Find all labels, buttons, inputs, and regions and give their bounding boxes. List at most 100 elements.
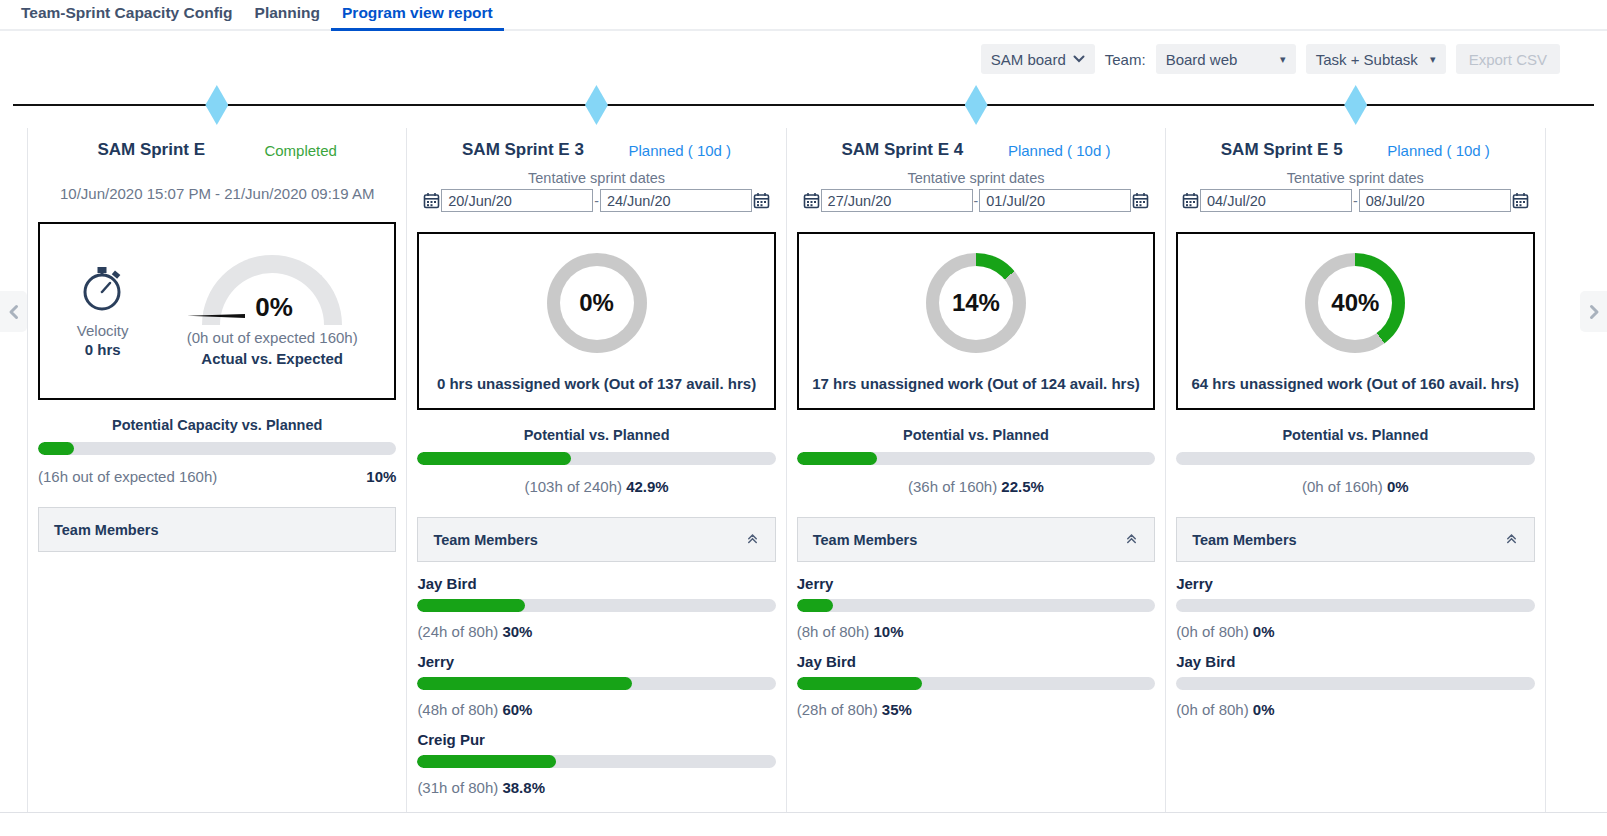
calendar-icon[interactable] bbox=[423, 192, 440, 209]
scope-dropdown[interactable]: Task + Subtask ▾ bbox=[1306, 44, 1446, 74]
team-members-title: Team Members bbox=[813, 532, 918, 548]
tab-team-sprint-capacity-config[interactable]: Team-Sprint Capacity Config bbox=[10, 0, 244, 29]
unassigned-work-card: 40%64 hrs unassigned work (Out of 160 av… bbox=[1176, 232, 1534, 410]
sprint-date-range: 10/Jun/2020 15:07 PM - 21/Jun/2020 09:19… bbox=[38, 185, 396, 202]
sprint-dates-row: - bbox=[797, 189, 1155, 212]
member-detail-text: (48h of 80h) bbox=[417, 701, 498, 718]
donut-percent: 0% bbox=[579, 289, 614, 317]
tab-planning[interactable]: Planning bbox=[244, 0, 331, 29]
calendar-icon[interactable] bbox=[1512, 192, 1529, 209]
capacity-title: Potential vs. Planned bbox=[797, 427, 1155, 443]
member-bar-fill bbox=[417, 755, 556, 768]
tentative-dates-label: Tentative sprint dates bbox=[797, 170, 1155, 186]
donut-ring: 40% bbox=[1305, 253, 1405, 353]
chevron-right-icon bbox=[1586, 304, 1602, 320]
member-detail: (0h of 80h) 0% bbox=[1176, 623, 1534, 640]
member-name: Jerry bbox=[1176, 575, 1534, 592]
member-detail: (48h of 80h) 60% bbox=[417, 701, 775, 718]
tentative-dates-label: Tentative sprint dates bbox=[1176, 170, 1534, 186]
export-csv-button[interactable]: Export CSV bbox=[1456, 44, 1560, 74]
sprint-header: SAM Sprint ECompleted bbox=[38, 140, 396, 160]
sprint-start-date-input[interactable] bbox=[1200, 189, 1352, 212]
member-detail-text: (31h of 80h) bbox=[417, 779, 498, 796]
board-dropdown-label: SAM board bbox=[991, 51, 1066, 68]
sprint-end-date-input[interactable] bbox=[1359, 189, 1511, 212]
team-members-header[interactable]: Team Members bbox=[1176, 517, 1534, 562]
team-members-header[interactable]: Team Members bbox=[797, 517, 1155, 562]
team-members-list: Jerry(0h of 80h) 0%Jay Bird(0h of 80h) 0… bbox=[1176, 575, 1534, 718]
member-detail: (28h of 80h) 35% bbox=[797, 701, 1155, 718]
member-bar bbox=[797, 677, 1155, 690]
team-member-row: Jerry (0h of 80h) 0% bbox=[1176, 575, 1534, 640]
capacity-detail-text: (36h of 160h) bbox=[908, 478, 997, 495]
capacity-detail-text: (16h out of expected 160h) bbox=[38, 468, 217, 485]
team-dropdown-label: Board web bbox=[1166, 51, 1238, 68]
capacity-detail: (36h of 160h) 22.5% bbox=[797, 478, 1155, 495]
capacity-detail: (103h of 240h) 42.9% bbox=[417, 478, 775, 495]
sprint-status-badge: Planned ( 10d ) bbox=[1008, 142, 1111, 159]
sprint-dates-row: - bbox=[1176, 189, 1534, 212]
capacity-detail: (0h of 160h) 0% bbox=[1176, 478, 1534, 495]
capacity-percent-label: 10% bbox=[366, 468, 396, 485]
sprint-header: SAM Sprint E 3Planned ( 10d ) bbox=[417, 140, 775, 160]
member-bar bbox=[417, 755, 775, 768]
team-members-list: Jay Bird(24h of 80h) 30%Jerry(48h of 80h… bbox=[417, 575, 775, 796]
team-dropdown[interactable]: Board web ▾ bbox=[1156, 44, 1296, 74]
member-percent-label: 38.8% bbox=[502, 779, 545, 796]
capacity-detail-text: (0h of 160h) bbox=[1302, 478, 1383, 495]
calendar-icon[interactable] bbox=[1132, 192, 1149, 209]
tab-program-view-report[interactable]: Program view report bbox=[331, 0, 504, 31]
semi-gauge: 0% bbox=[197, 255, 347, 319]
member-detail: (24h of 80h) 30% bbox=[417, 623, 775, 640]
velocity-block: Velocity0 hrs bbox=[55, 264, 151, 358]
team-members-list: Jerry(8h of 80h) 10%Jay Bird(28h of 80h)… bbox=[797, 575, 1155, 718]
team-member-row: Jerry(8h of 80h) 10% bbox=[797, 575, 1155, 640]
chevron-double-up-icon[interactable] bbox=[1504, 530, 1519, 549]
capacity-percent-label: 42.9% bbox=[626, 478, 669, 495]
sprint-start-date-input[interactable] bbox=[441, 189, 593, 212]
member-bar bbox=[417, 599, 775, 612]
sprint-start-date-input[interactable] bbox=[821, 189, 973, 212]
team-members-header[interactable]: Team Members bbox=[38, 507, 396, 552]
sprint-header: SAM Sprint E 5Planned ( 10d ) bbox=[1176, 140, 1534, 160]
donut-percent: 14% bbox=[952, 289, 1000, 317]
carousel-prev-button[interactable] bbox=[0, 291, 27, 332]
member-name: Creig Pur bbox=[417, 731, 775, 748]
sprint-end-date-input[interactable] bbox=[600, 189, 752, 212]
sprint-name: SAM Sprint E 4 bbox=[841, 140, 963, 160]
member-name: Jay Bird bbox=[417, 575, 775, 592]
calendar-icon[interactable] bbox=[803, 192, 820, 209]
member-percent-label: 30% bbox=[502, 623, 532, 640]
unassigned-work-card: 14%17 hrs unassigned work (Out of 124 av… bbox=[797, 232, 1155, 410]
chevron-double-up-icon[interactable] bbox=[745, 530, 760, 549]
unassigned-work-caption: 0 hrs unassigned work (Out of 137 avail.… bbox=[437, 375, 756, 392]
member-bar-fill bbox=[417, 677, 632, 690]
calendar-icon[interactable] bbox=[1182, 192, 1199, 209]
member-name: Jerry bbox=[797, 575, 1155, 592]
member-percent-label: 60% bbox=[502, 701, 532, 718]
sprint-column: SAM Sprint ECompleted 10/Jun/2020 15:07 P… bbox=[27, 128, 406, 812]
sprint-end-date-input[interactable] bbox=[979, 189, 1131, 212]
sprint-column: SAM Sprint E 3Planned ( 10d )Tentative s… bbox=[406, 128, 785, 812]
capacity-detail: (16h out of expected 160h) 10% bbox=[38, 468, 396, 485]
sprint-columns: SAM Sprint ECompleted 10/Jun/2020 15:07 P… bbox=[27, 128, 1546, 812]
chevron-left-icon bbox=[6, 304, 22, 320]
capacity-title: Potential Capacity vs. Planned bbox=[38, 417, 396, 433]
board-dropdown[interactable]: SAM board bbox=[981, 44, 1095, 74]
timeline-diamond bbox=[205, 85, 228, 125]
team-members-header[interactable]: Team Members bbox=[417, 517, 775, 562]
capacity-bar bbox=[38, 442, 396, 455]
member-percent-label: 0% bbox=[1253, 701, 1275, 718]
sprint-column: SAM Sprint E 5Planned ( 10d ) Tentative s… bbox=[1165, 128, 1545, 812]
capacity-bar bbox=[417, 452, 775, 465]
sprint-status-badge: Completed bbox=[264, 142, 337, 159]
velocity-card: Velocity0 hrs0%(0h out of expected 160h)… bbox=[38, 222, 396, 400]
member-bar-fill bbox=[797, 599, 833, 612]
member-bar bbox=[1176, 677, 1534, 690]
carousel-next-button[interactable] bbox=[1580, 291, 1607, 332]
sprint-status-badge: Planned ( 10d ) bbox=[1387, 142, 1490, 159]
member-detail: (0h of 80h) 0% bbox=[1176, 701, 1534, 718]
calendar-icon[interactable] bbox=[753, 192, 770, 209]
chevron-double-up-icon[interactable] bbox=[1124, 530, 1139, 549]
capacity-bar-fill bbox=[38, 442, 74, 455]
